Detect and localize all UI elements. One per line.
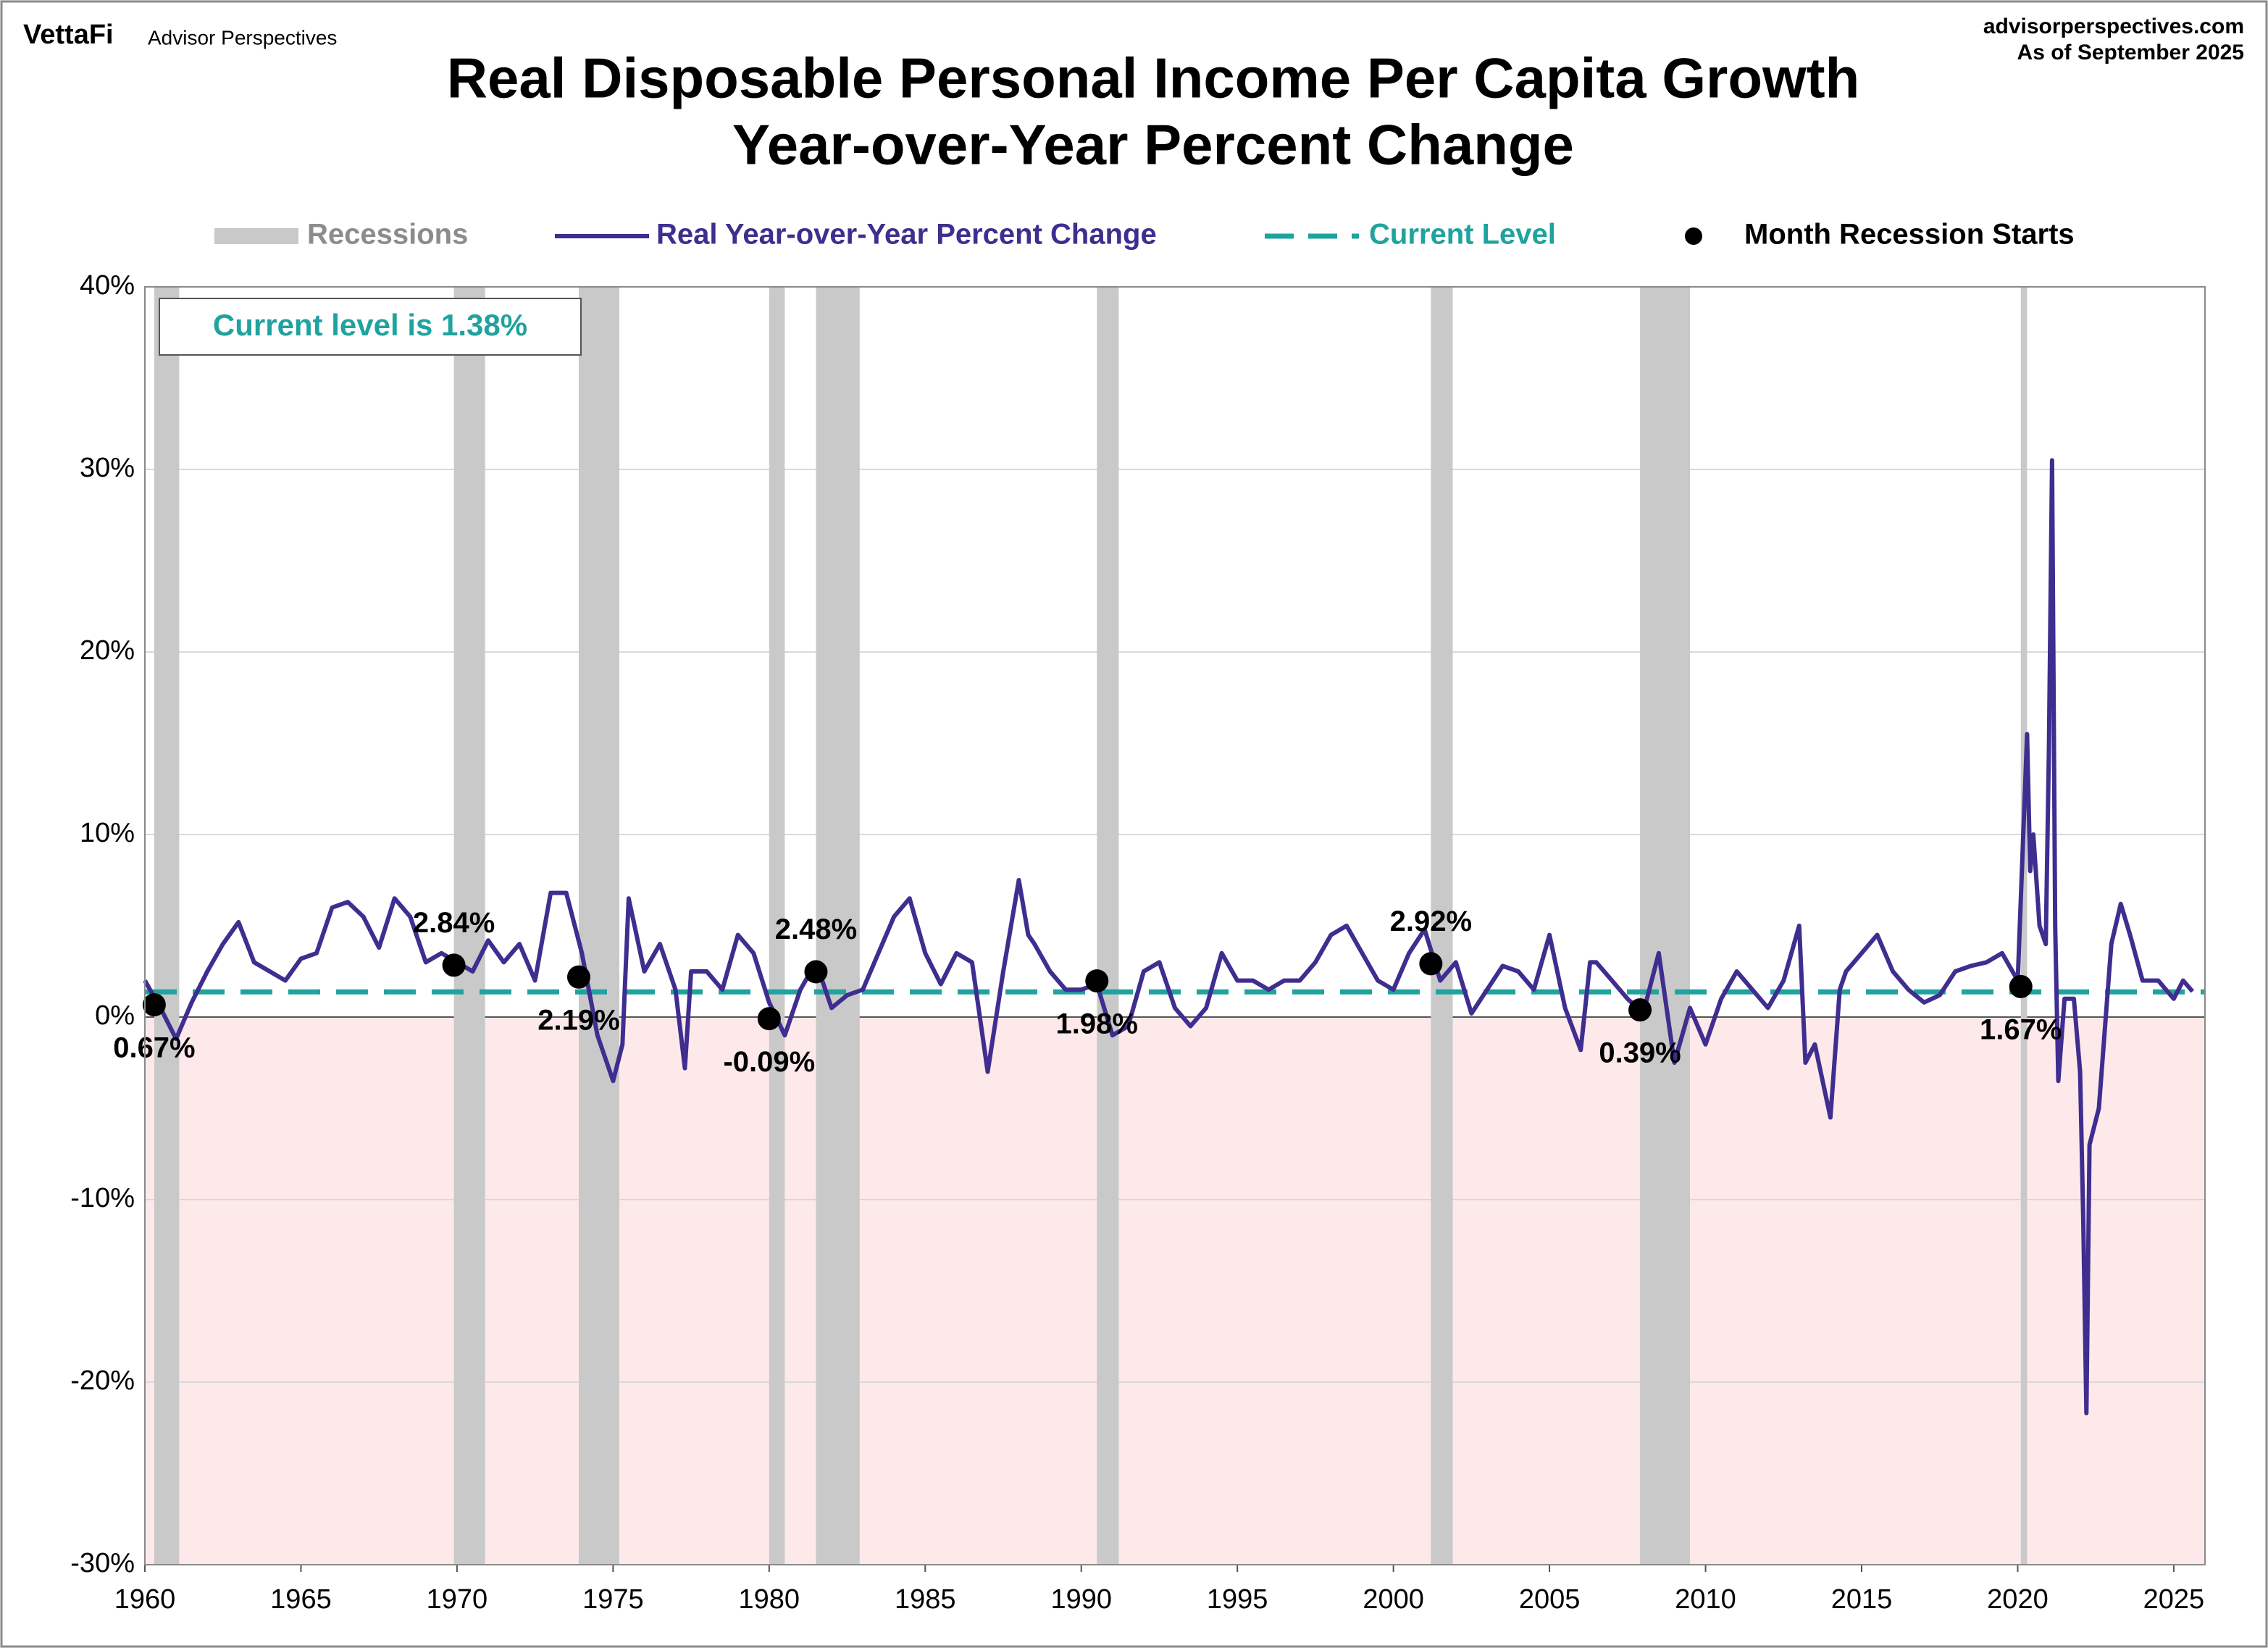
- dot-label: 2.48%: [775, 913, 857, 945]
- dot-label: -0.09%: [723, 1046, 815, 1078]
- y-tick-label: -30%: [70, 1548, 135, 1578]
- plot-border: [144, 286, 2206, 1565]
- recession-start-dot: [1419, 952, 1443, 976]
- brand-sub: Advisor Perspectives: [148, 26, 337, 49]
- legend-dot-label: Month Recession Starts: [1744, 219, 2075, 251]
- x-tick-label: 1980: [739, 1584, 800, 1615]
- x-tick-label: 2000: [1363, 1584, 1424, 1615]
- dot-label: 0.67%: [113, 1032, 195, 1064]
- legend-level-label: Current Level: [1369, 219, 1556, 251]
- annotation-box: [159, 298, 582, 356]
- recession-start-dot: [142, 993, 166, 1017]
- negative-zone: [145, 1017, 2205, 1565]
- dot-label: 1.67%: [1980, 1013, 2062, 1045]
- recession-band: [453, 287, 485, 1565]
- y-tick-label: -10%: [70, 1183, 135, 1213]
- recession-start-dot: [1085, 969, 1109, 993]
- recession-band: [1097, 287, 1119, 1565]
- y-tick-label: 20%: [80, 635, 135, 666]
- recession-band: [1640, 287, 1690, 1565]
- x-tick-label: 1960: [114, 1584, 176, 1615]
- x-tick-label: 2025: [2143, 1584, 2205, 1615]
- y-tick-label: 0%: [95, 1000, 135, 1031]
- data-line: [143, 458, 2195, 1415]
- y-tick-label: 40%: [80, 270, 135, 301]
- recession-band: [1431, 287, 1453, 1565]
- recession-start-dot: [566, 965, 590, 989]
- legend-dot-swatch: [1685, 227, 1702, 245]
- x-tick-label: 1990: [1050, 1584, 1112, 1615]
- recession-band: [578, 287, 619, 1565]
- x-tick-label: 2005: [1519, 1584, 1581, 1615]
- recession-start-dot: [804, 960, 828, 984]
- legend-recession-label: Recessions: [307, 219, 468, 251]
- x-tick-label: 1965: [270, 1584, 332, 1615]
- x-tick-label: 2010: [1675, 1584, 1736, 1615]
- chart-subtitle: Year-over-Year Percent Change: [732, 113, 1574, 177]
- dot-label: 0.39%: [1599, 1037, 1681, 1069]
- x-tick-label: 2020: [1987, 1584, 2049, 1615]
- y-tick-label: -20%: [70, 1365, 135, 1396]
- y-tick-label: 30%: [80, 453, 135, 483]
- dot-label: 2.92%: [1390, 905, 1472, 937]
- brand: VettaFi: [23, 20, 114, 50]
- dot-label: 1.98%: [1056, 1008, 1138, 1040]
- legend-line-label: Real Year-over-Year Percent Change: [656, 219, 1157, 251]
- chart-title: Real Disposable Personal Income Per Capi…: [447, 46, 1860, 110]
- x-tick-label: 1995: [1207, 1584, 1268, 1615]
- x-tick-label: 1985: [895, 1584, 956, 1615]
- annotation: Current level is 1.38%: [213, 308, 527, 342]
- legend-recession-swatch: [214, 228, 298, 244]
- x-tick-label: 1970: [427, 1584, 488, 1615]
- y-tick-label: 10%: [80, 818, 135, 848]
- recession-start-dot: [757, 1007, 781, 1031]
- dot-label: 2.84%: [413, 907, 495, 939]
- recession-band: [816, 287, 860, 1565]
- recession-band: [2020, 287, 2028, 1565]
- x-tick-label: 2015: [1831, 1584, 1893, 1615]
- recession-band: [769, 287, 785, 1565]
- source: advisorperspectives.com: [1983, 14, 2244, 38]
- x-tick-label: 1975: [582, 1584, 644, 1615]
- date: As of September 2025: [2017, 41, 2244, 64]
- recession-start-dot: [1628, 998, 1652, 1022]
- recession-start-dot: [2009, 974, 2033, 998]
- recession-start-dot: [442, 953, 466, 977]
- recession-band: [154, 287, 180, 1565]
- dot-label: 2.19%: [537, 1004, 619, 1036]
